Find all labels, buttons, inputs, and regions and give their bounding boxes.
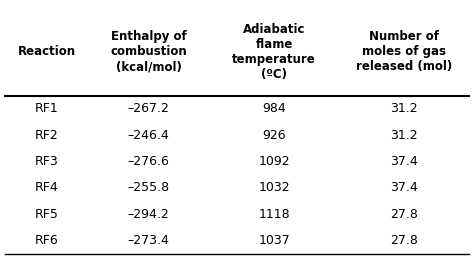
Text: –267.2: –267.2 bbox=[128, 103, 170, 116]
Text: Number of
moles of gas
released (mol): Number of moles of gas released (mol) bbox=[356, 30, 452, 73]
Text: RF1: RF1 bbox=[35, 103, 58, 116]
Text: RF5: RF5 bbox=[35, 208, 58, 221]
Text: 1037: 1037 bbox=[258, 234, 290, 247]
Text: RF4: RF4 bbox=[35, 182, 58, 195]
Text: –273.4: –273.4 bbox=[128, 234, 170, 247]
Text: 27.8: 27.8 bbox=[390, 234, 418, 247]
Text: –276.6: –276.6 bbox=[128, 155, 170, 168]
Text: Enthalpy of
combustion
(kcal/mol): Enthalpy of combustion (kcal/mol) bbox=[110, 30, 187, 73]
Text: RF6: RF6 bbox=[35, 234, 58, 247]
Text: RF2: RF2 bbox=[35, 129, 58, 142]
Text: –255.8: –255.8 bbox=[128, 182, 170, 195]
Text: 1118: 1118 bbox=[258, 208, 290, 221]
Text: 926: 926 bbox=[262, 129, 286, 142]
Text: 37.4: 37.4 bbox=[391, 155, 418, 168]
Text: 31.2: 31.2 bbox=[391, 103, 418, 116]
Text: –294.2: –294.2 bbox=[128, 208, 170, 221]
Text: 27.8: 27.8 bbox=[390, 208, 418, 221]
Text: RF3: RF3 bbox=[35, 155, 58, 168]
Text: 984: 984 bbox=[262, 103, 286, 116]
Text: –246.4: –246.4 bbox=[128, 129, 170, 142]
Text: 31.2: 31.2 bbox=[391, 129, 418, 142]
Text: 1032: 1032 bbox=[258, 182, 290, 195]
Text: Reaction: Reaction bbox=[18, 45, 76, 58]
Text: 1092: 1092 bbox=[258, 155, 290, 168]
Text: Adiabatic
flame
temperature
(ºC): Adiabatic flame temperature (ºC) bbox=[232, 23, 316, 81]
Text: 37.4: 37.4 bbox=[391, 182, 418, 195]
